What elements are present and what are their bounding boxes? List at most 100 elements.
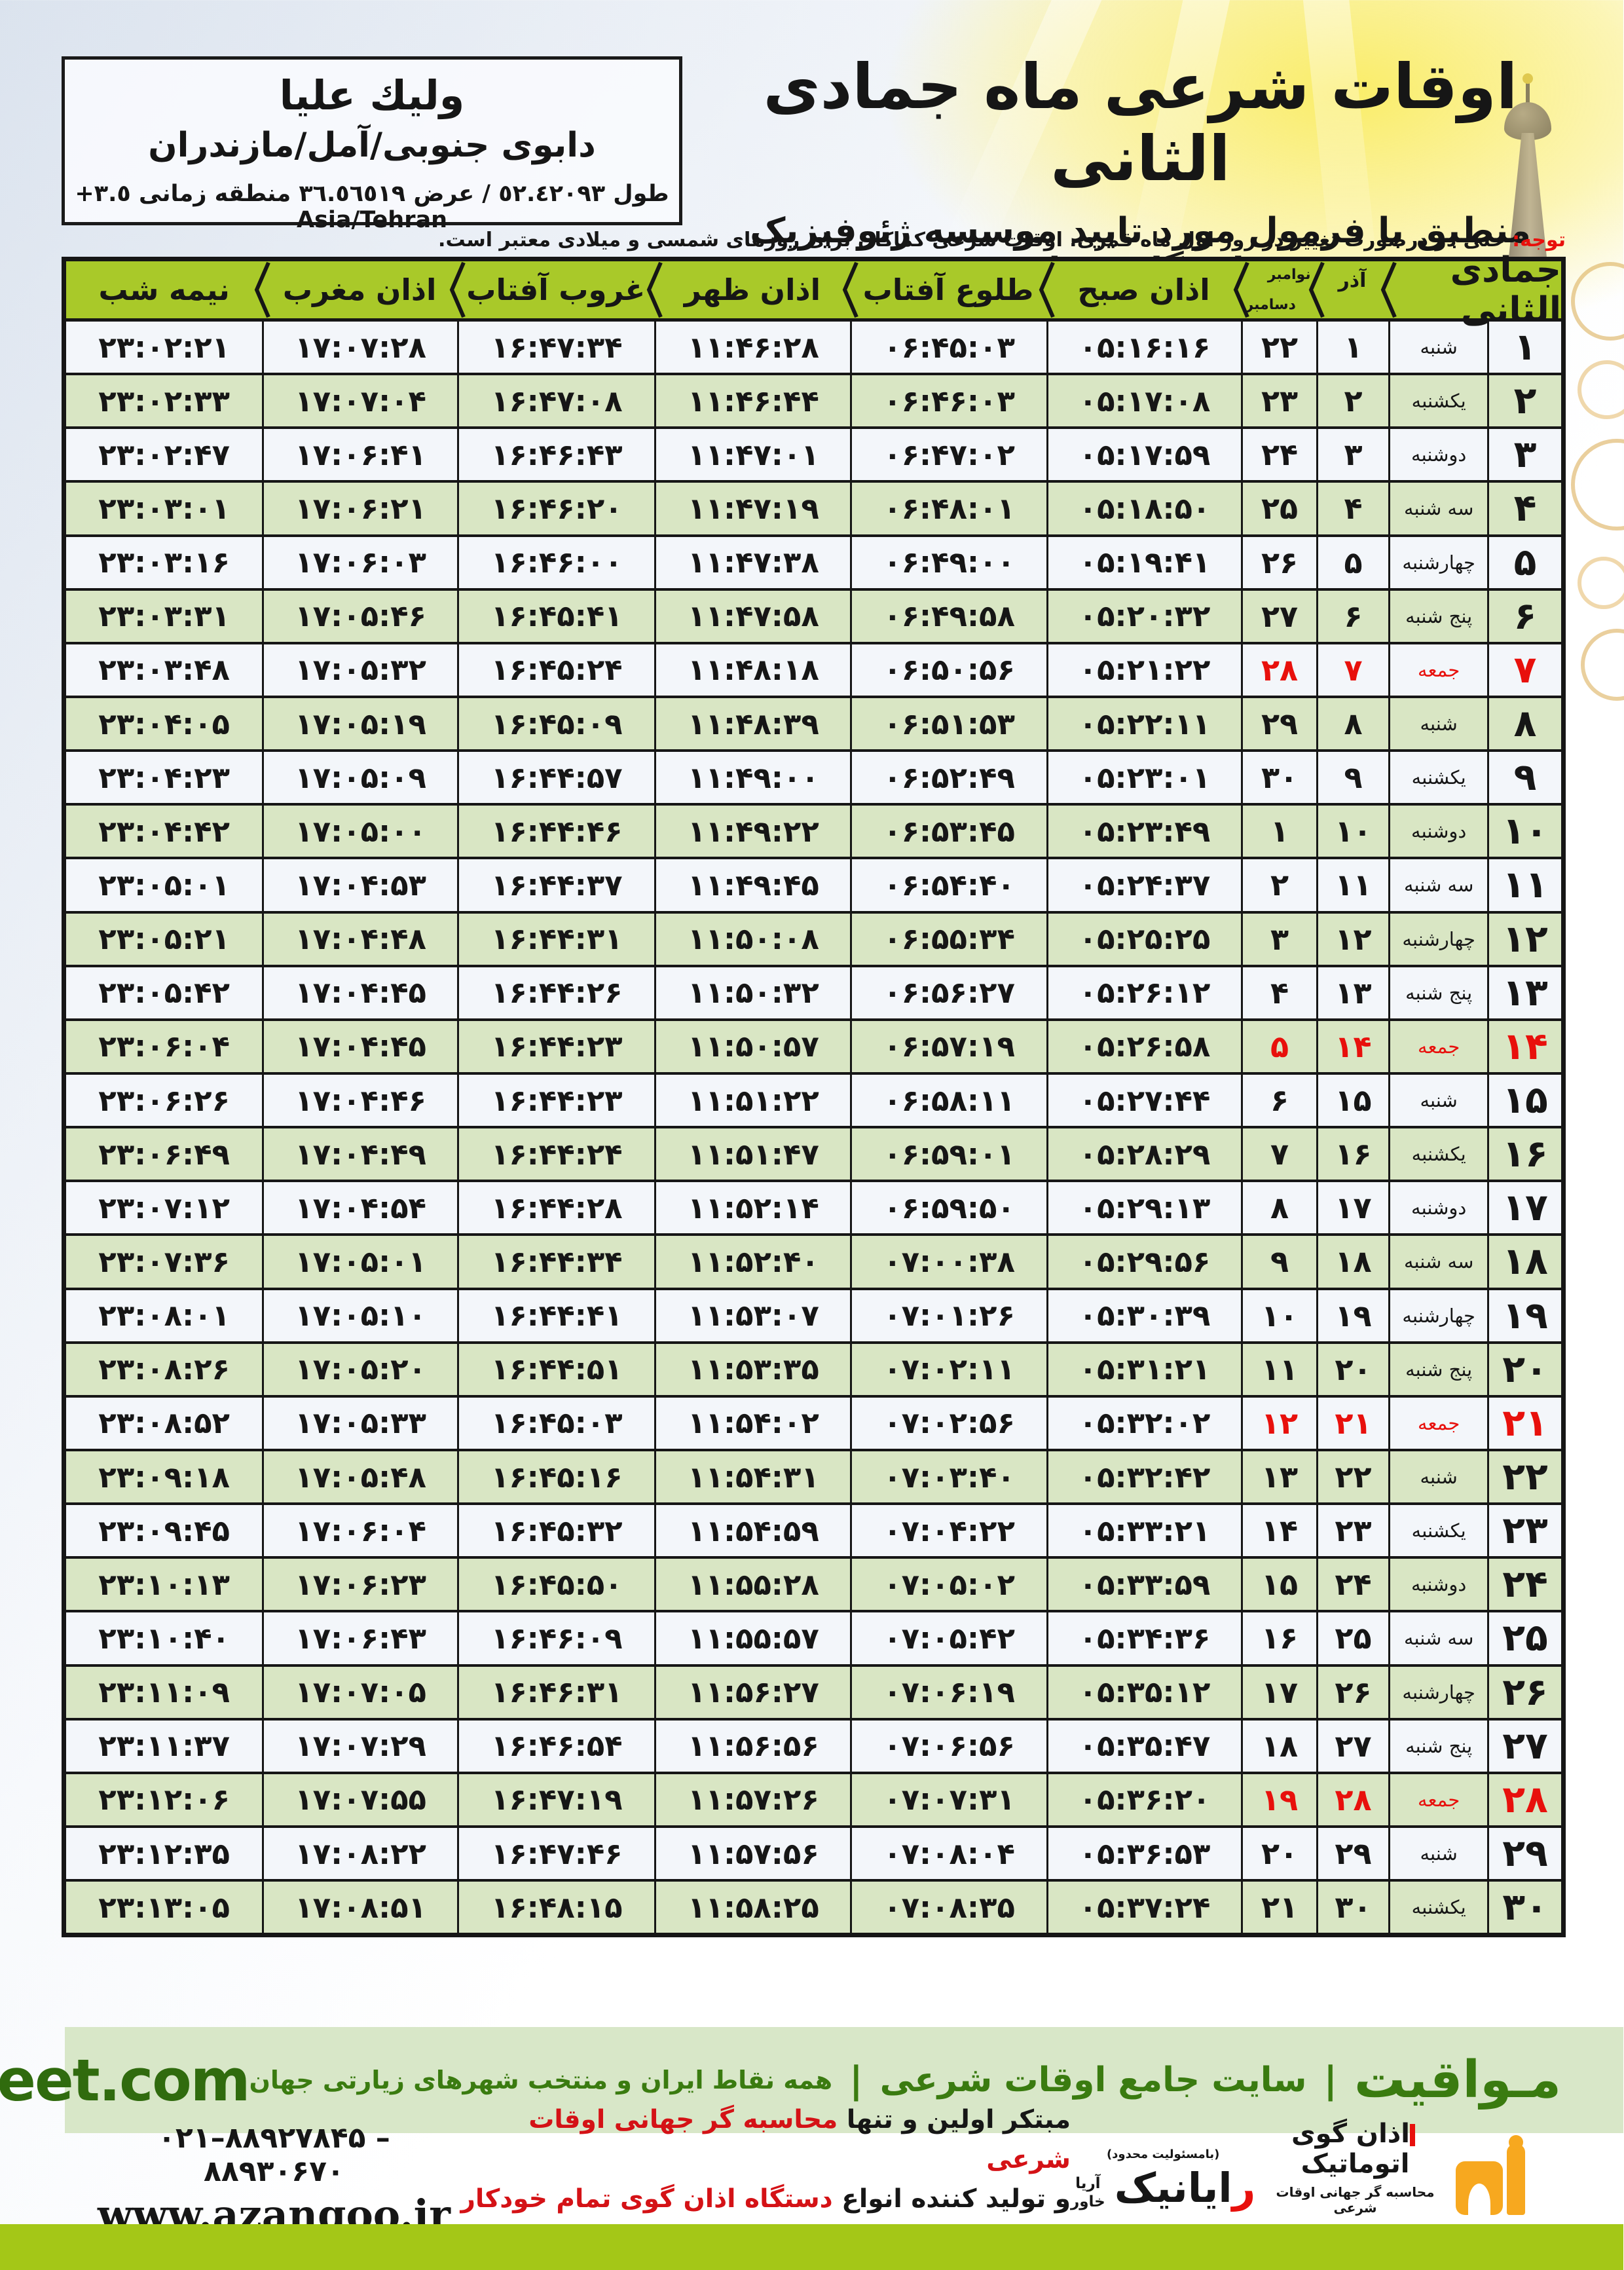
cell-weekday: جمعه: [1389, 1397, 1488, 1449]
gregorian-month-november: نوامبر: [1268, 267, 1312, 283]
cell-gregorian-day: ۲۷: [1242, 590, 1316, 642]
cell-dhuhr-time: ۱۱:۵۶:۵۶: [655, 1720, 851, 1772]
cell-fajr-time: ۰۵:۲۳:۰۱: [1046, 752, 1242, 804]
cell-fajr-time: ۰۵:۳۵:۱۲: [1046, 1666, 1242, 1718]
table-row: ۱ شنبه ۱ ۲۲ ۰۵:۱۶:۱۶ ۰۶:۴۵:۰۳ ۱۱:۴۶:۲۸ ۱…: [67, 322, 1562, 376]
cell-month-day: ۳۰: [1488, 1882, 1562, 1933]
cell-dhuhr-time: ۱۱:۵۵:۵۷: [655, 1612, 851, 1664]
cell-weekday: جمعه: [1389, 644, 1488, 696]
table-row: ۳ دوشنبه ۳ ۲۴ ۰۵:۱۷:۵۹ ۰۶:۴۷:۰۲ ۱۱:۴۷:۰۱…: [67, 429, 1562, 483]
cell-fajr-time: ۰۵:۱۹:۴۱: [1046, 536, 1242, 588]
cell-maghrib-time: ۱۷:۰۶:۰۳: [263, 536, 458, 588]
cell-sunset-time: ۱۶:۴۵:۳۲: [458, 1505, 655, 1557]
gregorian-month-december: دسامبر: [1246, 297, 1297, 313]
cell-maghrib-time: ۱۷:۰۴:۵۳: [263, 859, 458, 911]
azangoo-slogan: محاسبه گر جهانی اوقات شرعی: [1276, 2184, 1435, 2216]
cell-midnight-time: ۲۳:۱۰:۴۰: [99, 1620, 231, 1656]
cell-sunset-time: ۱۶:۴۴:۲۸: [458, 1182, 655, 1234]
cell-month-day: ۲۲: [1488, 1451, 1562, 1503]
cell-sunset-time: ۱۶:۴۸:۱۵: [458, 1882, 655, 1933]
cell-midnight-time: ۲۳:۰۲:۴۷: [99, 437, 231, 472]
cell-weekday: دوشنبه: [1389, 1182, 1488, 1234]
cell-sunrise-time: ۰۶:۵۰:۵۶: [851, 644, 1046, 696]
cell-month-day: ۵: [1488, 536, 1562, 588]
cell-gregorian-day: ۱۵: [1242, 1559, 1316, 1610]
table-row: ۱۳ پنج شنبه ۱۳ ۴ ۰۵:۲۶:۱۲ ۰۶:۵۶:۲۷ ۱۱:۵۰…: [67, 967, 1562, 1021]
header-divider-icon: [1234, 261, 1251, 318]
mavaqeet-coverage: همه نقاط ایران و منتخب شهرهای زیارتی جها…: [249, 2066, 834, 2094]
table-row: ۲۶ چهارشنبه ۲۶ ۱۷ ۰۵:۳۵:۱۲ ۰۷:۰۶:۱۹ ۱۱:۵…: [67, 1666, 1562, 1721]
cell-sunset-time: ۱۶:۴۴:۴۶: [458, 806, 655, 857]
cell-maghrib-time: ۱۷:۰۵:۰۱: [263, 1236, 458, 1288]
cell-dhuhr-time: ۱۱:۵۲:۱۴: [655, 1182, 851, 1234]
cell-maghrib-time: ۱۷:۰۷:۰۴: [263, 375, 458, 427]
cell-maghrib-time: ۱۷:۰۷:۲۹: [263, 1720, 458, 1772]
cell-fajr-time: ۰۵:۳۱:۲۱: [1046, 1343, 1242, 1395]
cell-weekday: شنبه: [1389, 1827, 1488, 1880]
cell-sunset-time: ۱۶:۴۵:۲۴: [458, 644, 655, 696]
cell-midnight-time: ۲۳:۰۳:۱۶: [99, 545, 231, 580]
rayanik-logo: (بامسئولیت محدود) رایانیک آریا خاور: [1071, 2148, 1256, 2212]
cell-sunrise-time: ۰۶:۴۶:۰۳: [851, 375, 1046, 427]
cell-maghrib-time: ۱۷:۰۵:۳۲: [263, 644, 458, 696]
cell-gregorian-day: ۲۸: [1242, 644, 1316, 696]
cell-month-day: ۷: [1488, 644, 1562, 696]
cell-sunset-time: ۱۶:۴۵:۱۶: [458, 1451, 655, 1503]
cell-midnight-time: ۲۳:۰۶:۴۹: [99, 1136, 231, 1172]
mavaqeet-url-link[interactable]: mavaqeet.com: [0, 2046, 251, 2114]
column-header-sunrise: طلوع آفتاب: [843, 261, 1046, 318]
cell-azar-day: ۱۵: [1316, 1074, 1390, 1126]
cell-weekday: یکشنبه: [1389, 752, 1488, 804]
cell-gregorian-day: ۲۵: [1242, 483, 1316, 534]
cell-weekday: شنبه: [1389, 322, 1488, 373]
contact-block: ۰۲۱–۸۸۹۲۷۸۴۵ – ۸۸۹۳۰۶۷۰ www.azangoo.ir: [98, 2121, 451, 2239]
cell-sunset-time: ۱۶:۴۷:۴۶: [458, 1827, 655, 1880]
header-divider-icon: [1309, 261, 1325, 318]
table-row: ۲ یکشنبه ۲ ۲۳ ۰۵:۱۷:۰۸ ۰۶:۴۶:۰۳ ۱۱:۴۶:۴۴…: [67, 375, 1562, 430]
column-header-maghrib: اذان مغرب: [255, 261, 458, 318]
cell-month-day: ۲۳: [1488, 1505, 1562, 1557]
table-row: ۱۸ سه شنبه ۱۸ ۹ ۰۵:۲۹:۵۶ ۰۷:۰۰:۳۸ ۱۱:۵۲:…: [67, 1236, 1562, 1290]
cell-azar-day: ۲۰: [1316, 1343, 1390, 1395]
cell-month-day: ۲۶: [1488, 1666, 1562, 1718]
cell-month-day: ۶: [1488, 590, 1562, 642]
cell-sunset-time: ۱۶:۴۶:۲۰: [458, 483, 655, 534]
cell-weekday: چهارشنبه: [1389, 536, 1488, 588]
header-divider-icon: [255, 261, 271, 318]
cell-fajr-time: ۰۵:۲۰:۳۲: [1046, 590, 1242, 642]
cell-midnight-time: ۲۳:۱۰:۱۳: [99, 1567, 231, 1602]
cell-sunrise-time: ۰۶:۵۵:۳۴: [851, 913, 1046, 965]
cell-sunrise-time: ۰۷:۰۷:۳۱: [851, 1774, 1046, 1825]
cell-maghrib-time: ۱۷:۰۵:۱۰: [263, 1290, 458, 1341]
table-row: ۲۲ شنبه ۲۲ ۱۳ ۰۵:۳۲:۴۲ ۰۷:۰۳:۴۰ ۱۱:۵۴:۳۱…: [67, 1451, 1562, 1506]
cell-month-day: ۲۰: [1488, 1343, 1562, 1395]
cell-dhuhr-time: ۱۱:۴۷:۵۸: [655, 590, 851, 642]
cell-dhuhr-time: ۱۱:۴۹:۴۵: [655, 859, 851, 911]
azangoo-logo-text: اذان گوی اتوماتیک محاسبه گر جهانی اوقات …: [1256, 2119, 1455, 2241]
cell-sunrise-time: ۰۷:۰۰:۳۸: [851, 1236, 1046, 1288]
cell-sunset-time: ۱۶:۴۵:۰۳: [458, 1397, 655, 1449]
cell-midnight-time: ۲۳:۰۳:۳۱: [99, 599, 231, 634]
table-row: ۱۹ چهارشنبه ۱۹ ۱۰ ۰۵:۳۰:۳۹ ۰۷:۰۱:۲۶ ۱۱:۵…: [67, 1290, 1562, 1344]
cell-azar-day: ۵: [1316, 536, 1390, 588]
cell-midnight-time: ۲۳:۰۵:۲۱: [99, 921, 231, 957]
table-row: ۲۱ جمعه ۲۱ ۱۲ ۰۵:۳۲:۰۲ ۰۷:۰۲:۵۶ ۱۱:۵۴:۰۲…: [67, 1397, 1562, 1451]
cell-sunrise-time: ۰۷:۰۸:۰۴: [851, 1827, 1046, 1880]
separator: |: [850, 2058, 864, 2102]
timezone-name: Asia/Tehran: [297, 207, 448, 233]
cell-dhuhr-time: ۱۱:۵۴:۳۱: [655, 1451, 851, 1503]
mavaqeet-text-group: مـواقیت | سایت جامع اوقات شرعی | همه نقا…: [249, 2051, 1562, 2110]
rayanik-subname: آریا خاور: [1071, 2174, 1106, 2211]
azangoo-logo: اذان گوی اتوماتیک محاسبه گر جهانی اوقات …: [1256, 2119, 1526, 2241]
cell-month-day: ۱۰: [1488, 806, 1562, 857]
cell-sunrise-time: ۰۷:۰۴:۲۲: [851, 1505, 1046, 1557]
cell-month-day: ۲۹: [1488, 1827, 1562, 1880]
cell-fajr-time: ۰۵:۱۷:۵۹: [1046, 429, 1242, 481]
cell-sunrise-time: ۰۶:۵۷:۱۹: [851, 1020, 1046, 1072]
table-header-row: جمادی الثانی آذر نوامبر دسامبر اذان صبح …: [67, 250, 1562, 330]
cell-dhuhr-time: ۱۱:۵۷:۲۶: [655, 1774, 851, 1825]
cell-sunrise-time: ۰۶:۵۲:۴۹: [851, 752, 1046, 804]
cell-fajr-time: ۰۵:۲۳:۴۹: [1046, 806, 1242, 857]
cell-azar-day: ۱۸: [1316, 1236, 1390, 1288]
cell-sunset-time: ۱۶:۴۵:۰۹: [458, 698, 655, 750]
